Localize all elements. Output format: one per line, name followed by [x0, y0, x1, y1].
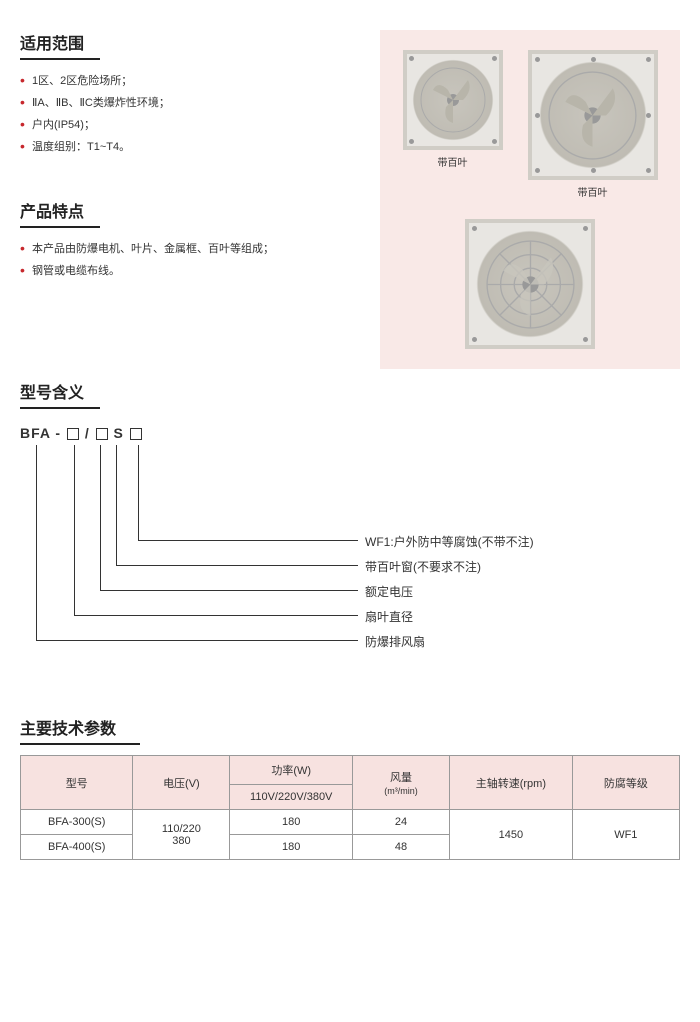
model-label: 带百叶窗(不要求不注) [365, 558, 481, 575]
th-airflow-label: 风量 [390, 772, 412, 784]
table-body: BFA-300(S) 110/220 380 180 24 1450 WF1 B… [21, 810, 680, 860]
code-box [130, 428, 142, 440]
table-header: 型号 电压(V) 功率(W) 风量 (m³/min) 主轴转速(rpm) 防腐等… [21, 756, 680, 810]
model-title: 型号含义 [20, 379, 100, 409]
cell-model: BFA-400(S) [21, 835, 133, 860]
diagram-line [36, 445, 37, 640]
fan-product-1: 带百叶 [403, 50, 503, 199]
code-slash: / [85, 425, 90, 441]
model-label: 扇叶直径 [365, 608, 413, 625]
scope-item: 1区、2区危险场所； [20, 70, 380, 92]
scope-item: ⅡA、ⅡB、ⅡC类爆炸性环境； [20, 92, 380, 114]
fan-caption: 带百叶 [528, 184, 658, 199]
top-row: 适用范围 1区、2区危险场所； ⅡA、ⅡB、ⅡC类爆炸性环境； 户内(IP54)… [20, 30, 680, 369]
diagram-line [74, 445, 75, 615]
fan-icon [469, 223, 591, 345]
fan-image [403, 50, 503, 150]
th-model: 型号 [21, 756, 133, 810]
code-box [96, 428, 108, 440]
features-title: 产品特点 [20, 198, 100, 228]
params-section: 主要技术参数 型号 电压(V) 功率(W) 风量 (m³/min) 主轴转速(r… [20, 715, 680, 860]
page: 适用范围 1区、2区危险场所； ⅡA、ⅡB、ⅡC类爆炸性环境； 户内(IP54)… [0, 0, 700, 880]
cell-airflow: 24 [353, 810, 450, 835]
th-airflow-unit: (m³/min) [384, 786, 418, 796]
code-s: S [114, 425, 124, 441]
scope-title: 适用范围 [20, 30, 100, 60]
th-airflow: 风量 (m³/min) [353, 756, 450, 810]
model-label: WF1:户外防中等腐蚀(不带不注) [365, 533, 534, 550]
cell-voltage: 110/220 380 [133, 810, 230, 860]
fan-product-2: 带百叶 [528, 50, 658, 199]
model-label: 防爆排风扇 [365, 633, 425, 650]
cell-grade: WF1 [572, 810, 679, 860]
model-diagram: WF1:户外防中等腐蚀(不带不注) 带百叶窗(不要求不注) 额定电压 扇叶直径 … [20, 445, 680, 675]
fan-caption: 带百叶 [403, 154, 503, 169]
diagram-line [36, 640, 358, 641]
left-column: 适用范围 1区、2区危险场所； ⅡA、ⅡB、ⅡC类爆炸性环境； 户内(IP54)… [20, 30, 380, 369]
scope-list: 1区、2区危险场所； ⅡA、ⅡB、ⅡC类爆炸性环境； 户内(IP54)； 温度组… [20, 70, 380, 158]
scope-section: 适用范围 1区、2区危险场所； ⅡA、ⅡB、ⅡC类爆炸性环境； 户内(IP54)… [20, 30, 380, 158]
features-item: 钢管或电缆布线。 [20, 260, 380, 282]
th-rpm: 主轴转速(rpm) [450, 756, 573, 810]
fan-image [528, 50, 658, 180]
th-voltage: 电压(V) [133, 756, 230, 810]
cell-airflow: 48 [353, 835, 450, 860]
diagram-line [116, 565, 358, 566]
fan-icon [532, 54, 654, 176]
diagram-line [74, 615, 358, 616]
model-section: 型号含义 BFA - / S WF1:户外防中等腐蚀(不带不注) 带百叶窗(不要… [20, 379, 680, 675]
voltage-line: 110/220 [162, 823, 201, 835]
product-images: 带百叶 [395, 50, 665, 349]
diagram-line [138, 540, 358, 541]
model-label: 额定电压 [365, 583, 413, 600]
th-grade: 防腐等级 [572, 756, 679, 810]
params-table: 型号 电压(V) 功率(W) 风量 (m³/min) 主轴转速(rpm) 防腐等… [20, 755, 680, 860]
model-code: BFA - / S [20, 425, 680, 441]
product-images-panel: 带百叶 [380, 30, 680, 369]
diagram-line [116, 445, 117, 565]
code-box [67, 428, 79, 440]
fan-icon [407, 54, 499, 146]
table-row: BFA-300(S) 110/220 380 180 24 1450 WF1 [21, 810, 680, 835]
params-title: 主要技术参数 [20, 715, 140, 745]
fan-image [465, 219, 595, 349]
voltage-line: 380 [172, 835, 190, 847]
table-row: 型号 电压(V) 功率(W) 风量 (m³/min) 主轴转速(rpm) 防腐等… [21, 756, 680, 785]
scope-item: 户内(IP54)； [20, 114, 380, 136]
code-prefix: BFA [20, 425, 50, 441]
cell-rpm: 1450 [450, 810, 573, 860]
diagram-line [138, 445, 139, 540]
fan-product-3 [395, 209, 665, 349]
features-list: 本产品由防爆电机、叶片、金属框、百叶等组成； 钢管或电缆布线。 [20, 238, 380, 282]
th-power-sub: 110V/220V/380V [230, 785, 353, 810]
scope-item: 温度组别：T1~T4。 [20, 136, 380, 158]
diagram-line [100, 445, 101, 590]
cell-power: 180 [230, 810, 353, 835]
cell-power: 180 [230, 835, 353, 860]
th-power: 功率(W) [230, 756, 353, 785]
diagram-line [100, 590, 358, 591]
code-dash: - [55, 425, 61, 441]
features-section: 产品特点 本产品由防爆电机、叶片、金属框、百叶等组成； 钢管或电缆布线。 [20, 198, 380, 282]
features-item: 本产品由防爆电机、叶片、金属框、百叶等组成； [20, 238, 380, 260]
cell-model: BFA-300(S) [21, 810, 133, 835]
